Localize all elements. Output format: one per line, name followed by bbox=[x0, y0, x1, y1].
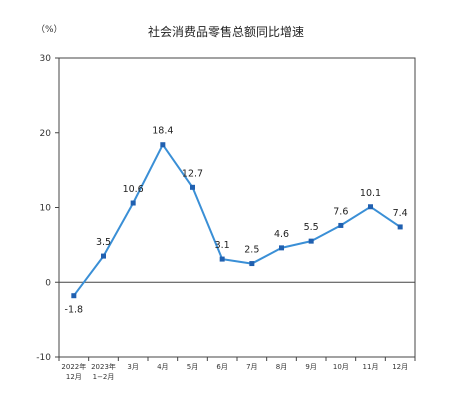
x-tick-label: 2023年 bbox=[91, 362, 116, 371]
y-tick-label: 20 bbox=[40, 129, 52, 139]
x-tick-label: 5月 bbox=[187, 363, 198, 371]
data-markers bbox=[71, 142, 403, 299]
x-tick-label: 11月 bbox=[363, 363, 379, 371]
y-tick-label: -10 bbox=[36, 353, 51, 363]
data-point bbox=[130, 200, 136, 206]
x-axis-ticks: 2022年 12月 2023年 1−2月 3月 4月 5月 6月 7月 8月 9月 10月 11月 12月 bbox=[58, 357, 416, 381]
x-tick-label: 6月 bbox=[216, 363, 227, 371]
data-point bbox=[71, 293, 77, 299]
x-tick-label: 12月 bbox=[392, 363, 408, 371]
data-point bbox=[397, 224, 403, 230]
x-tick-label: 7月 bbox=[246, 363, 257, 371]
data-label: 7.6 bbox=[333, 206, 348, 217]
data-label: 18.4 bbox=[152, 126, 173, 137]
data-label: -1.8 bbox=[65, 305, 84, 316]
data-label: 7.4 bbox=[393, 208, 408, 219]
data-point bbox=[160, 142, 166, 148]
data-point bbox=[338, 222, 344, 228]
data-label: 10.6 bbox=[123, 184, 144, 195]
data-label: 3.5 bbox=[96, 237, 111, 248]
y-tick-label: 10 bbox=[40, 204, 52, 214]
data-point bbox=[249, 261, 255, 267]
x-tick-label: 2022年 bbox=[61, 362, 86, 371]
data-point bbox=[101, 253, 106, 259]
data-label: 10.1 bbox=[360, 188, 381, 199]
y-axis-ticks: -10 0 10 20 30 bbox=[36, 54, 59, 363]
data-point bbox=[368, 204, 373, 210]
chart-title: 社会消费品零售总额同比增速 bbox=[148, 24, 304, 39]
series-line bbox=[73, 143, 401, 297]
y-axis-unit-label: （%） bbox=[36, 24, 63, 35]
data-label: 5.5 bbox=[304, 222, 319, 233]
data-point bbox=[190, 184, 195, 190]
x-tick-label: 8月 bbox=[276, 363, 287, 371]
x-tick-label: 1−2月 bbox=[93, 373, 115, 381]
y-tick-label: 30 bbox=[40, 54, 52, 64]
y-tick-label: 0 bbox=[45, 278, 51, 288]
plot-frame bbox=[58, 57, 416, 358]
x-tick-label: 3月 bbox=[127, 363, 138, 371]
data-label: 2.5 bbox=[244, 245, 259, 256]
data-label: 12.7 bbox=[182, 168, 203, 179]
data-label: 4.6 bbox=[274, 229, 289, 240]
data-point bbox=[279, 245, 284, 251]
data-point bbox=[219, 256, 225, 262]
x-tick-label: 12月 bbox=[66, 373, 82, 381]
x-tick-label: 9月 bbox=[305, 363, 316, 371]
data-labels: -1.8 3.5 10.6 18.4 12.7 3.1 2.5 4.6 5.5 7.6 10.1 7.… bbox=[65, 126, 408, 316]
x-tick-label: 4月 bbox=[157, 363, 168, 371]
x-tick-label: 10月 bbox=[333, 363, 349, 371]
data-label: 3.1 bbox=[215, 240, 230, 251]
data-point bbox=[308, 238, 314, 244]
